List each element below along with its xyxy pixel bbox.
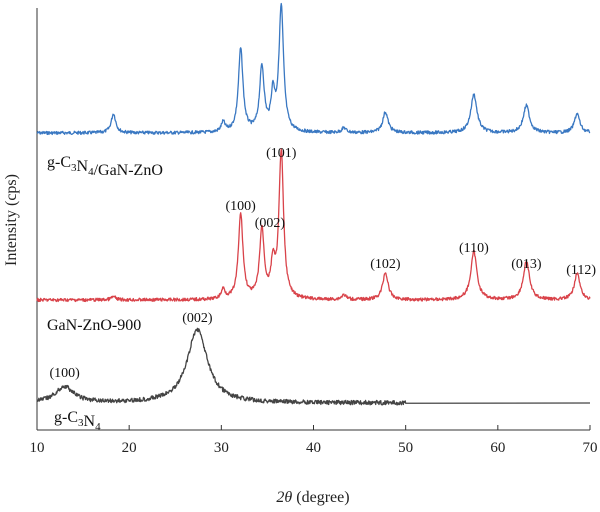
peak-labels: (101) (100) (002) (102) (110) (013) (112) (002)… bbox=[49, 146, 596, 381]
x-tick-label: 10 bbox=[30, 440, 45, 456]
peak-label: (102) bbox=[370, 257, 401, 272]
series-label-subscript: 3 bbox=[71, 162, 77, 174]
plot-area bbox=[36, 8, 590, 431]
series-label-part: N bbox=[77, 158, 89, 175]
x-ticks: 10 20 30 40 50 60 70 bbox=[30, 425, 598, 456]
series-label-subscript: 3 bbox=[78, 417, 84, 429]
series-label-subscript: 4 bbox=[88, 166, 94, 178]
series-label: g-C3N4 bbox=[54, 409, 101, 433]
x-tick-label: 40 bbox=[306, 440, 321, 456]
peak-label: (100) bbox=[49, 366, 80, 381]
peak-label: (110) bbox=[459, 241, 489, 256]
x-tick-label: 50 bbox=[398, 440, 413, 456]
series-label-part: GaN-ZnO-900 bbox=[47, 317, 141, 334]
series-line bbox=[36, 327, 591, 406]
peak-label: (112) bbox=[566, 263, 596, 278]
series-label-subscript: 4 bbox=[95, 421, 101, 433]
x-tick-label: 20 bbox=[122, 440, 137, 456]
series-label: GaN-ZnO-900 bbox=[47, 317, 141, 334]
series-label-part: N bbox=[84, 413, 96, 430]
series-line bbox=[36, 148, 591, 303]
x-tick-label: 30 bbox=[214, 440, 229, 456]
x-tick-label: 60 bbox=[490, 440, 505, 456]
series-label-part: g-C bbox=[47, 154, 71, 171]
series-label-part: g-C bbox=[54, 409, 78, 426]
peak-label: (101) bbox=[266, 146, 297, 161]
peak-label: (013) bbox=[511, 257, 542, 272]
peak-label: (002) bbox=[182, 311, 213, 326]
x-axis-title-rest: (degree) bbox=[292, 489, 349, 506]
peak-label: (100) bbox=[226, 199, 257, 214]
series-label-part: /GaN-ZnO bbox=[94, 162, 163, 179]
series-label: g-C3N4/GaN-ZnO bbox=[47, 154, 163, 179]
series-group bbox=[36, 2, 591, 406]
x-axis-title-theta: 2θ bbox=[276, 489, 292, 506]
series-line bbox=[36, 2, 591, 136]
y-axis-title: Intensity (cps) bbox=[3, 174, 20, 266]
x-tick-label: 70 bbox=[583, 440, 598, 456]
peak-label: (002) bbox=[255, 216, 286, 231]
x-axis-title: 2θ (degree) bbox=[276, 489, 349, 506]
